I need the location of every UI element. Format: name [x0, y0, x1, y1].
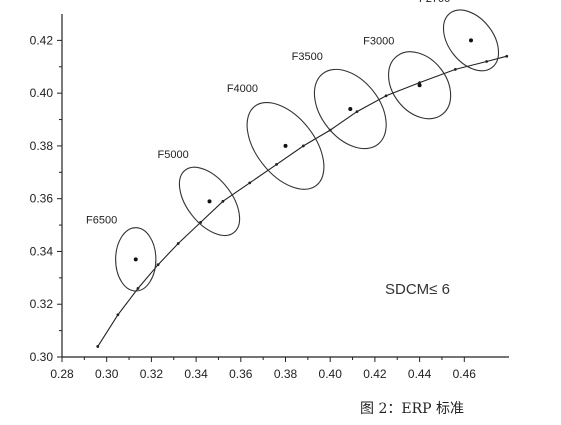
- ellipse-center-point: [348, 106, 353, 111]
- x-tick-label: 0.30: [95, 367, 119, 381]
- y-tick-label: 0.40: [30, 86, 54, 100]
- curve-point: [505, 54, 509, 58]
- ellipse-center-point: [469, 38, 474, 43]
- x-tick-label: 0.32: [140, 367, 164, 381]
- curve-line: [97, 55, 507, 347]
- curve-point: [275, 162, 278, 166]
- x-tick-label: 0.46: [453, 367, 477, 381]
- ellipse-label: F5000: [158, 149, 189, 161]
- y-tick-label: 0.38: [30, 139, 54, 153]
- ellipse-label: F6500: [86, 215, 117, 227]
- macadam-ellipse: [115, 227, 157, 292]
- y-tick-label: 0.36: [30, 192, 54, 206]
- ellipse-center-point: [133, 257, 138, 262]
- ellipse-label: F4000: [227, 83, 258, 95]
- curve-point: [96, 345, 100, 348]
- ellipse-center-point: [207, 199, 212, 204]
- figure-caption: 图 2：ERP 标准: [360, 401, 464, 417]
- curve-point: [418, 81, 421, 84]
- curve-point: [116, 313, 120, 317]
- curve-point: [485, 60, 489, 63]
- macadam-ellipse: [313, 68, 387, 150]
- x-tick-label: 0.36: [229, 367, 253, 381]
- x-axis-ticks: 0.28 0.30 0.32 0.34 0.36 0.38 0.40 0.42 0.44 0.46: [50, 357, 476, 381]
- x-tick-label: 0.40: [319, 367, 343, 381]
- curve-point: [248, 181, 252, 185]
- y-tick-label: 0.42: [30, 33, 54, 47]
- axes: [61, 14, 509, 358]
- curve-point: [384, 94, 388, 98]
- curve-point: [156, 263, 160, 267]
- macadam-ellipse: [246, 102, 325, 190]
- y-tick-label: 0.32: [30, 297, 54, 311]
- curve-point: [221, 199, 225, 203]
- sdcm-annotation: SDCM≤ 6: [385, 281, 450, 298]
- x-tick-label: 0.28: [50, 367, 74, 381]
- ellipse-center-point: [417, 83, 422, 88]
- macadam-ellipse: [178, 166, 241, 236]
- y-axis-ticks: 0.30 0.32 0.34 0.36 0.38 0.40 0.42: [30, 33, 62, 364]
- curve-point: [301, 144, 305, 148]
- ellipse-center-point: [283, 143, 288, 148]
- curve-point: [355, 110, 359, 114]
- x-tick-label: 0.38: [274, 367, 298, 381]
- planckian-curve: [96, 54, 509, 348]
- y-tick-label: 0.34: [30, 244, 54, 258]
- y-tick-label: 0.30: [30, 350, 54, 364]
- x-tick-label: 0.42: [363, 367, 387, 381]
- macadam-ellipse: [442, 9, 500, 72]
- curve-point: [453, 68, 457, 71]
- x-tick-label: 0.34: [184, 367, 208, 381]
- ellipses: F6500 F5000 F4000 F3500 F3000 F2700: [86, 0, 500, 292]
- macadam-ellipse: [388, 51, 452, 120]
- ellipse-label: F2700: [419, 0, 450, 5]
- ellipse-label: F3000: [363, 35, 394, 47]
- curve-point: [136, 287, 140, 290]
- ellipse-label: F3500: [292, 51, 323, 63]
- curve-point: [176, 242, 180, 245]
- x-tick-label: 0.44: [408, 367, 432, 381]
